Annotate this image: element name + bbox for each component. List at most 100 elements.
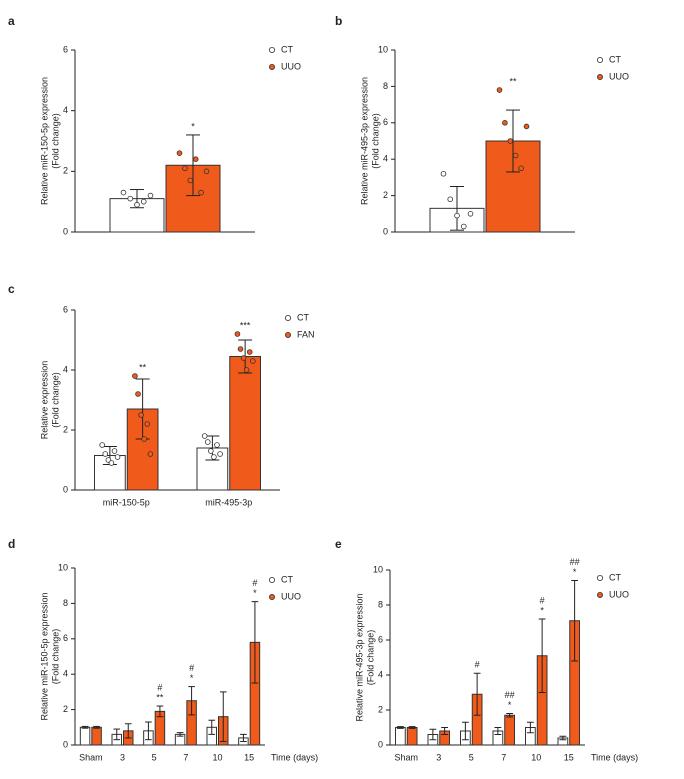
data-point xyxy=(99,442,105,448)
x-tick-label: 10 xyxy=(212,752,222,762)
y-tick-label: 0 xyxy=(63,484,68,494)
data-point xyxy=(502,120,508,126)
data-point xyxy=(454,212,460,219)
significance: ## xyxy=(505,690,515,700)
significance: * xyxy=(253,588,257,598)
error-bar xyxy=(559,735,567,741)
y-axis-label: Relative miR-495-3p expression xyxy=(359,77,369,205)
legend-label: CT xyxy=(609,572,621,582)
x-tick-label: 3 xyxy=(436,752,441,762)
error-bar xyxy=(473,672,481,716)
legend-label: CT xyxy=(281,44,293,54)
data-point xyxy=(134,201,140,208)
y-tick-label: 4 xyxy=(383,154,388,164)
data-point xyxy=(176,150,183,156)
error-bar xyxy=(156,705,164,718)
legend-marker xyxy=(268,64,275,71)
legend-marker xyxy=(268,47,275,54)
data-point xyxy=(203,168,210,175)
error-bar xyxy=(81,725,89,729)
error-bar xyxy=(145,721,152,741)
panel-letter: e xyxy=(335,537,342,551)
data-point xyxy=(135,391,141,397)
x-tick-label: 5 xyxy=(469,752,474,762)
data-point xyxy=(447,196,454,203)
y-tick-label: 10 xyxy=(373,564,383,574)
y-axis-label: (Fold change) xyxy=(365,630,375,686)
legend-marker xyxy=(284,331,291,338)
panel-letter: c xyxy=(8,282,15,296)
significance: # xyxy=(157,682,162,692)
data-point xyxy=(147,192,154,199)
error-bar xyxy=(176,732,184,737)
y-axis-label: (Fold change) xyxy=(50,629,60,685)
y-tick-label: 0 xyxy=(383,226,388,236)
x-tick-label: 7 xyxy=(183,752,188,762)
x-axis-label: Time (days) xyxy=(271,752,318,762)
error-bar xyxy=(538,618,546,693)
y-tick-label: 2 xyxy=(378,704,383,714)
bar xyxy=(229,356,261,491)
data-point xyxy=(246,349,253,355)
bar xyxy=(485,140,541,233)
y-tick-label: 2 xyxy=(63,166,68,176)
data-point xyxy=(211,454,217,460)
x-tick-label: miR-495-3p xyxy=(205,497,252,507)
x-axis-label: Time (days) xyxy=(591,752,638,762)
x-tick-label: 7 xyxy=(501,752,506,762)
bar xyxy=(406,727,418,746)
error-bar xyxy=(251,601,259,684)
y-tick-label: 8 xyxy=(378,599,383,609)
error-bar xyxy=(396,726,404,729)
y-tick-label: 6 xyxy=(63,44,68,54)
y-tick-label: 10 xyxy=(378,44,388,54)
legend-marker xyxy=(268,594,275,601)
data-point xyxy=(518,165,524,172)
legend-label: UUO xyxy=(609,589,629,599)
legend-marker xyxy=(597,592,604,599)
panel-letter: d xyxy=(8,537,15,551)
bar xyxy=(395,727,406,746)
error-bar xyxy=(113,728,121,741)
y-tick-label: 0 xyxy=(63,226,68,236)
error-bar xyxy=(571,580,579,662)
y-axis-label: (Fold change) xyxy=(50,113,60,169)
significance: * xyxy=(191,121,195,131)
data-point xyxy=(217,451,223,457)
legend-label: FAN xyxy=(297,329,315,339)
data-point xyxy=(440,170,447,177)
error-bar xyxy=(240,733,247,742)
legend-marker xyxy=(597,57,604,64)
error-bar xyxy=(219,691,227,742)
y-axis-label: Relative expression xyxy=(39,361,49,440)
y-tick-label: 6 xyxy=(63,633,68,643)
y-axis-label: (Fold change) xyxy=(50,372,60,428)
data-point xyxy=(198,189,204,196)
legend-label: UUO xyxy=(281,61,301,71)
data-point xyxy=(141,436,147,442)
data-point xyxy=(237,346,244,352)
y-tick-label: 6 xyxy=(383,117,388,127)
significance: * xyxy=(573,567,577,577)
data-point xyxy=(127,195,134,202)
legend-marker xyxy=(597,575,604,582)
significance: * xyxy=(540,605,544,615)
significance: # xyxy=(252,578,257,588)
data-point xyxy=(120,189,127,196)
bar xyxy=(504,714,515,746)
data-point xyxy=(234,331,241,337)
x-tick-label: 3 xyxy=(120,752,125,762)
error-bar xyxy=(124,723,132,739)
x-tick-label: 10 xyxy=(531,752,541,762)
error-bar xyxy=(208,719,216,735)
data-point xyxy=(204,439,211,445)
x-tick-label: 15 xyxy=(244,752,254,762)
legend-label: UUO xyxy=(609,71,629,81)
y-tick-label: 0 xyxy=(63,739,68,749)
data-point xyxy=(144,421,151,427)
significance: # xyxy=(189,663,194,673)
y-axis-label: Relative miR-150-5p expression xyxy=(39,592,49,720)
data-point xyxy=(108,460,115,466)
legend-marker xyxy=(284,314,291,321)
